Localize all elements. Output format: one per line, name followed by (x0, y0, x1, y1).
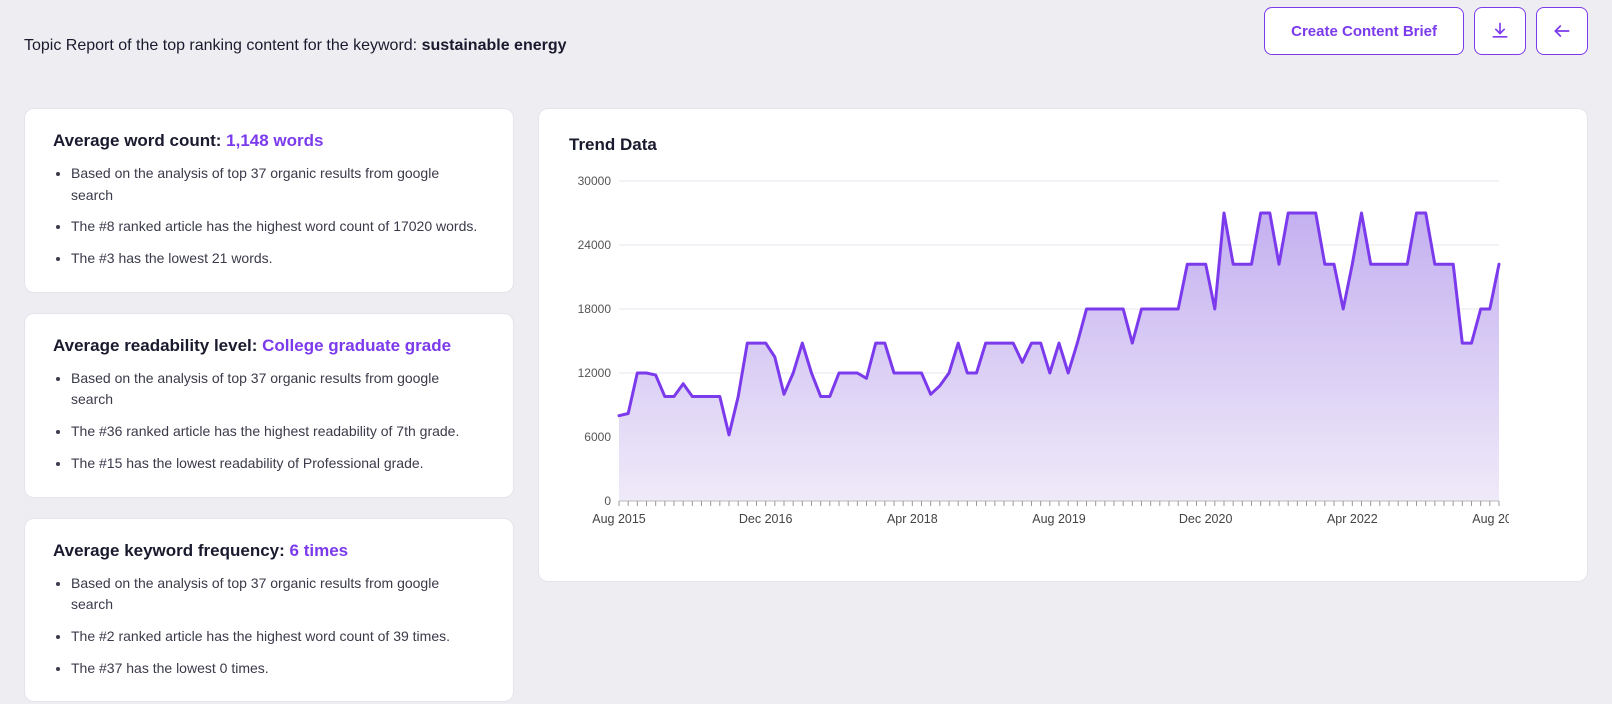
readability-card: Average readability level: College gradu… (24, 313, 514, 498)
header-row: Topic Report of the top ranking content … (0, 2, 1612, 58)
keyword-frequency-title-label: Average keyword frequency: (53, 541, 290, 560)
svg-text:6000: 6000 (584, 430, 611, 444)
list-item: Based on the analysis of top 37 organic … (71, 163, 485, 206)
svg-text:18000: 18000 (578, 302, 612, 316)
readability-title-label: Average readability level: (53, 336, 262, 355)
keyword-frequency-title-value: 6 times (290, 541, 349, 560)
page-title-keyword: sustainable energy (422, 37, 567, 54)
keyword-frequency-card: Average keyword frequency: 6 times Based… (24, 518, 514, 703)
keyword-frequency-bullets: Based on the analysis of top 37 organic … (53, 573, 485, 680)
list-item: Based on the analysis of top 37 organic … (71, 368, 485, 411)
list-item: The #3 has the lowest 21 words. (71, 248, 485, 270)
svg-text:Apr 2022: Apr 2022 (1327, 512, 1378, 526)
svg-text:Aug 2023: Aug 2023 (1472, 512, 1509, 526)
list-item: The #36 ranked article has the highest r… (71, 421, 485, 443)
keyword-frequency-title: Average keyword frequency: 6 times (53, 541, 485, 561)
trend-chart-title: Trend Data (569, 135, 1557, 155)
header-actions: Create Content Brief (1264, 7, 1588, 55)
svg-text:Dec 2020: Dec 2020 (1179, 512, 1233, 526)
word-count-bullets: Based on the analysis of top 37 organic … (53, 163, 485, 270)
svg-text:0: 0 (604, 494, 611, 508)
svg-text:12000: 12000 (578, 366, 612, 380)
download-icon (1490, 21, 1510, 41)
svg-text:Aug 2015: Aug 2015 (592, 512, 646, 526)
page-title: Topic Report of the top ranking content … (24, 37, 567, 55)
svg-text:Apr 2018: Apr 2018 (887, 512, 938, 526)
svg-text:30000: 30000 (578, 174, 612, 188)
readability-title-value: College graduate grade (262, 336, 451, 355)
list-item: The #8 ranked article has the highest wo… (71, 216, 485, 238)
trend-chart-svg: 0 6000 12000 18000 24000 30000 Aug 2015 Dec 201… (569, 171, 1509, 551)
create-content-brief-button[interactable]: Create Content Brief (1264, 7, 1464, 55)
svg-text:Aug 2019: Aug 2019 (1032, 512, 1086, 526)
back-button[interactable] (1536, 7, 1588, 55)
trend-chart-card: Trend Data 0 6000 12000 18000 24000 30000 Aug … (538, 108, 1588, 582)
arrow-left-icon (1552, 21, 1572, 41)
download-button[interactable] (1474, 7, 1526, 55)
word-count-title-label: Average word count: (53, 131, 226, 150)
create-brief-label: Create Content Brief (1291, 23, 1437, 40)
svg-text:24000: 24000 (578, 238, 612, 252)
list-item: The #15 has the lowest readability of Pr… (71, 453, 485, 475)
page-title-prefix: Topic Report of the top ranking content … (24, 37, 422, 54)
readability-title: Average readability level: College gradu… (53, 336, 485, 356)
svg-text:Dec 2016: Dec 2016 (739, 512, 793, 526)
trend-chart: 0 6000 12000 18000 24000 30000 Aug 2015 Dec 201… (569, 171, 1557, 551)
list-item: Based on the analysis of top 37 organic … (71, 573, 485, 616)
word-count-title: Average word count: 1,148 words (53, 131, 485, 151)
readability-bullets: Based on the analysis of top 37 organic … (53, 368, 485, 475)
word-count-title-value: 1,148 words (226, 131, 323, 150)
metrics-column: Average word count: 1,148 words Based on… (24, 108, 514, 702)
list-item: The #2 ranked article has the highest wo… (71, 626, 485, 648)
word-count-card: Average word count: 1,148 words Based on… (24, 108, 514, 293)
list-item: The #37 has the lowest 0 times. (71, 658, 485, 680)
